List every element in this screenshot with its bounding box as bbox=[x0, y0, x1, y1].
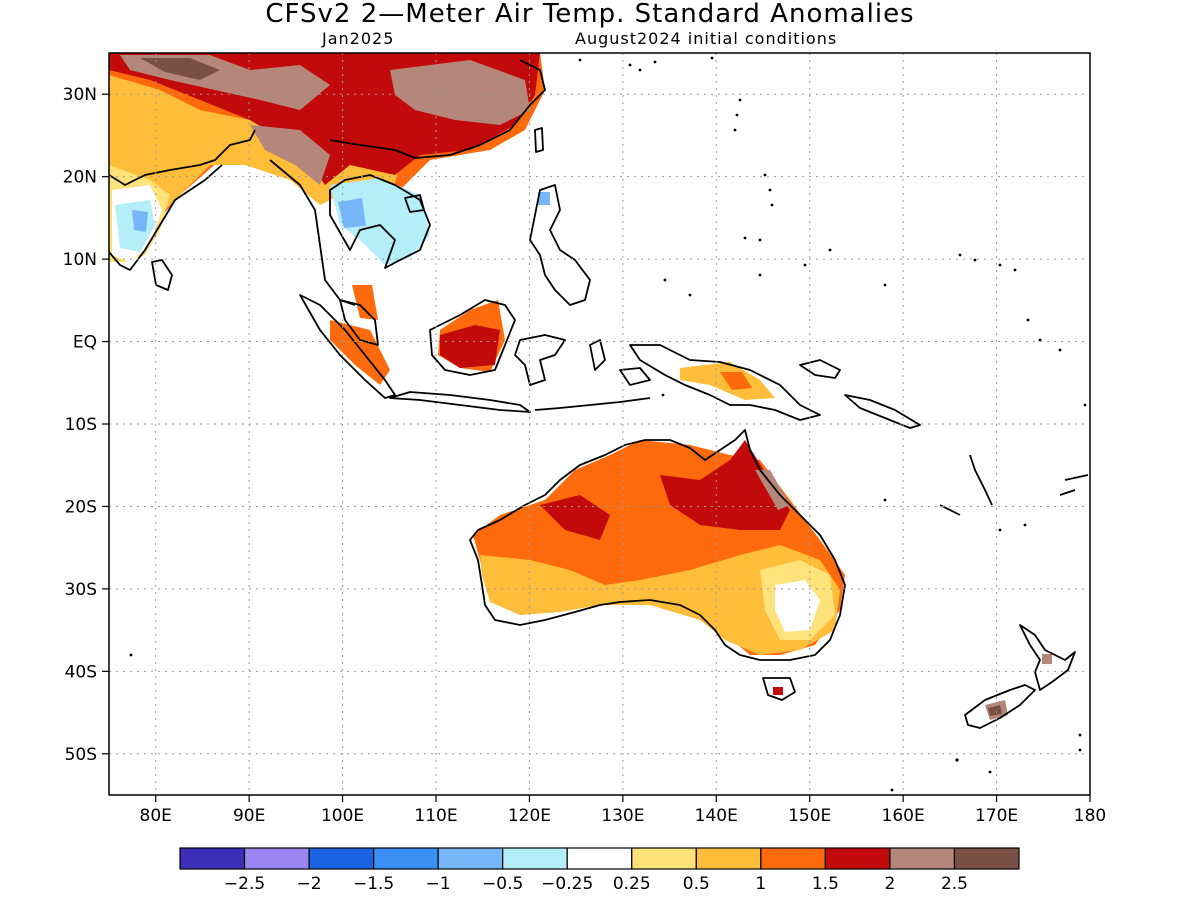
colorbar-swatch-7 bbox=[631, 847, 697, 870]
colorbar-swatch-11 bbox=[889, 847, 956, 870]
coastlines bbox=[109, 59, 1089, 729]
colorbar-label-7: 0.5 bbox=[683, 874, 710, 894]
colorbar-label-8: 1 bbox=[755, 874, 766, 894]
colorbar: −2.5 −2 −1.5 −1 −0.5 −0.25 0.25 0.5 1 1.5 2 2.5 bbox=[179, 847, 1020, 894]
colorbar-swatch-9 bbox=[760, 847, 826, 870]
initial-conditions-label: August2024 initial conditions bbox=[575, 29, 838, 48]
coastline-philippines bbox=[529, 184, 591, 306]
lon-tick-label-6: 140E bbox=[695, 806, 738, 826]
coastline-sumatra bbox=[299, 294, 396, 399]
anomaly-region-philippines-cool bbox=[538, 192, 550, 205]
anomaly-region-malaya-warm bbox=[352, 285, 378, 320]
map-area bbox=[109, 53, 1090, 795]
colorbar-label-10: 2 bbox=[885, 874, 896, 894]
coastline-pacific-islands bbox=[939, 454, 1089, 516]
lon-tick-label-5: 130E bbox=[601, 806, 644, 826]
coastline-malaya bbox=[339, 299, 379, 346]
anomaly-region-himalaya-high bbox=[250, 125, 330, 185]
map-title: CFSv2 2—Meter Air Temp. Standard Anomali… bbox=[265, 0, 915, 29]
lat-tick-label-4: 10S bbox=[65, 415, 97, 435]
lat-tick-label-3: EQ bbox=[73, 333, 97, 353]
valid-month-label: Jan2025 bbox=[322, 29, 395, 48]
colorbar-label-2: −1.5 bbox=[353, 874, 394, 894]
anomaly-region-australia-mild bbox=[480, 545, 840, 655]
lon-tick-label-7: 150E bbox=[788, 806, 831, 826]
lat-tick-label-1: 20N bbox=[63, 168, 97, 188]
lon-tick-label-1: 90E bbox=[233, 806, 265, 826]
lat-tick-label-5: 20S bbox=[65, 497, 97, 517]
lat-tick-label-8: 50S bbox=[65, 745, 97, 765]
coastline-australia bbox=[469, 429, 846, 661]
colorbar-label-5: −0.25 bbox=[541, 874, 593, 894]
anomaly-region-newguinea-warm bbox=[720, 372, 752, 390]
coastline-india bbox=[109, 129, 256, 271]
lat-tick-label-2: 10N bbox=[63, 250, 97, 270]
colorbar-swatch-4 bbox=[437, 847, 504, 870]
colorbar-swatch-6 bbox=[566, 847, 633, 870]
anomaly-region-himalaya-veryhigh bbox=[140, 58, 220, 80]
colorbar-label-11: 2.5 bbox=[941, 874, 968, 894]
colorbar-label-4: −0.5 bbox=[482, 874, 523, 894]
lon-tick-label-4: 120E bbox=[508, 806, 551, 826]
coastline-srilanka bbox=[151, 259, 173, 291]
coastline-nz-south bbox=[964, 684, 1036, 729]
colorbar-label-0: −2.5 bbox=[224, 874, 265, 894]
colorbar-swatch-2 bbox=[308, 847, 375, 870]
anomaly-shading bbox=[109, 53, 1052, 720]
colorbar-label-1: −2 bbox=[297, 874, 322, 894]
lon-tick-label-10: 180 bbox=[1074, 806, 1106, 826]
lon-tick-label-0: 80E bbox=[140, 806, 172, 826]
colorbar-swatch-1 bbox=[243, 847, 310, 870]
coastline-nz-north bbox=[1019, 624, 1076, 691]
anomaly-region-australia-strong-ne bbox=[660, 440, 790, 530]
anomaly-region-indochina-cooler bbox=[338, 198, 366, 228]
colorbar-label-9: 1.5 bbox=[812, 874, 839, 894]
coastline-new-guinea bbox=[629, 344, 821, 421]
coastline-hainan bbox=[404, 194, 425, 213]
colorbar-swatch-0 bbox=[179, 847, 246, 870]
colorbar-swatch-3 bbox=[373, 847, 439, 870]
small-islands bbox=[129, 56, 1087, 792]
coastline-china bbox=[329, 59, 546, 159]
anomaly-region-australia-high-ne bbox=[755, 470, 790, 510]
lon-tick-label-9: 170E bbox=[975, 806, 1018, 826]
coastline-sulawesi bbox=[514, 334, 566, 386]
coastline-java bbox=[389, 391, 531, 413]
coastline-taiwan bbox=[534, 127, 544, 153]
anomaly-region-borneo-strong bbox=[440, 325, 500, 368]
axes: 80E 90E 100E 110E 120E 130E 140E 150E 160E 170E 18… bbox=[63, 85, 1107, 826]
colorbar-swatch-10 bbox=[824, 847, 891, 870]
anomaly-region-china-high bbox=[390, 60, 530, 125]
lon-tick-label-8: 160E bbox=[882, 806, 925, 826]
colorbar-swatch-12 bbox=[953, 847, 1020, 870]
coastline-maluku bbox=[589, 339, 651, 386]
anomaly-region-india-cooler bbox=[132, 210, 148, 232]
anomaly-region-asia-mild bbox=[109, 75, 400, 262]
lon-tick-label-3: 110E bbox=[414, 806, 457, 826]
coastline-borneo bbox=[429, 299, 516, 376]
coastline-png-islands bbox=[799, 359, 921, 429]
lat-tick-label-6: 30S bbox=[65, 580, 97, 600]
colorbar-label-3: −1 bbox=[426, 874, 451, 894]
colorbar-label-6: 0.25 bbox=[613, 874, 651, 894]
coastline-tasmania bbox=[762, 677, 796, 701]
graticule bbox=[109, 53, 1090, 795]
lat-tick-label-7: 40S bbox=[65, 662, 97, 682]
anomaly-region-nz-south-dark bbox=[988, 705, 1002, 716]
anomaly-region-australia-neutral bbox=[775, 580, 820, 632]
anomaly-region-tasmania-strong bbox=[773, 687, 783, 695]
anomaly-region-nz-north bbox=[1042, 654, 1052, 664]
lat-tick-label-0: 30N bbox=[63, 85, 97, 105]
colorbar-swatch-8 bbox=[695, 847, 762, 870]
coastline-lesser-sunda bbox=[534, 397, 651, 411]
colorbar-swatch-5 bbox=[502, 847, 568, 870]
lon-tick-label-2: 100E bbox=[321, 806, 364, 826]
